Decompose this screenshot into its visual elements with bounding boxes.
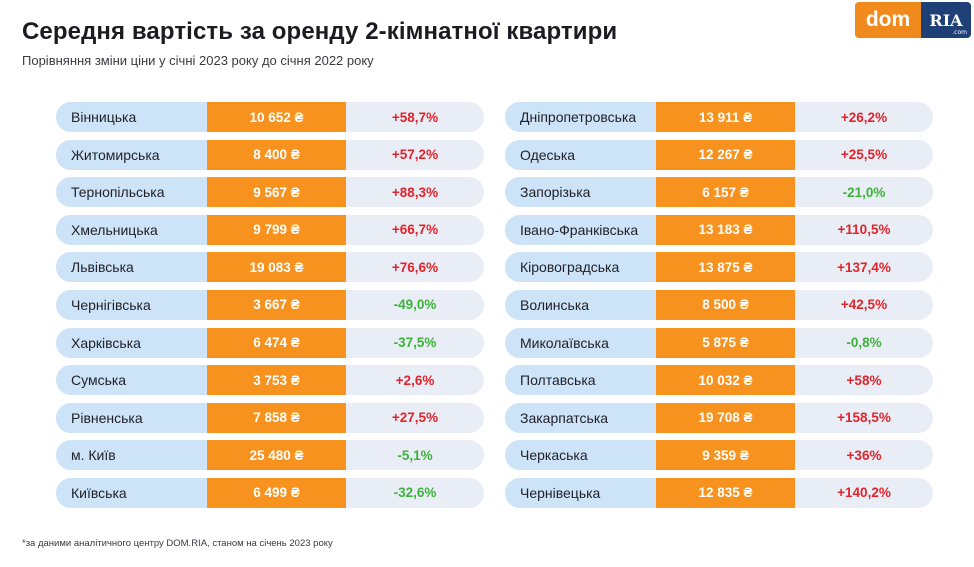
rent-price: 12 267 ₴ <box>656 139 795 170</box>
logo-ria-text: RIA .com <box>921 2 971 38</box>
region-name: Вінницька <box>56 102 207 132</box>
table-row: Дніпропетровська 13 911 ₴ +26,2% <box>505 102 933 132</box>
dom-ria-logo[interactable]: dom RIA .com <box>855 2 971 38</box>
region-name: Івано-Франківська <box>505 214 656 245</box>
rent-price: 13 183 ₴ <box>656 214 795 245</box>
price-change: +58% <box>846 372 882 388</box>
table-row: Рівненська 7 858 ₴ +27,5% <box>56 402 484 433</box>
table-row: Вінницька 10 652 ₴ +58,7% <box>56 102 484 132</box>
table-row: Сумська 3 753 ₴ +2,6% <box>56 365 484 396</box>
price-change: +76,6% <box>391 259 439 275</box>
price-change: -32,6% <box>393 485 437 501</box>
price-change: +66,7% <box>391 222 439 238</box>
price-change: -37,5% <box>393 335 437 351</box>
region-name: Київська <box>56 477 207 508</box>
page-subtitle: Порівняння зміни ціни у січні 2023 року … <box>22 53 374 68</box>
rent-price: 13 875 ₴ <box>656 252 795 283</box>
region-name: Закарпатська <box>505 402 656 433</box>
region-name: Сумська <box>56 365 207 396</box>
rent-price: 6 157 ₴ <box>656 177 795 208</box>
table-row: Хмельницька 9 799 ₴ +66,7% <box>56 214 484 245</box>
price-change: -0,8% <box>846 335 882 351</box>
table-row: Волинська 8 500 ₴ +42,5% <box>505 289 933 320</box>
region-name: Одеська <box>505 139 656 170</box>
price-change: +137,4% <box>837 259 891 275</box>
table-row: Запорізька 6 157 ₴ -21,0% <box>505 177 933 208</box>
table-row: Івано-Франківська 13 183 ₴ +110,5% <box>505 214 933 245</box>
region-name: Львівська <box>56 252 207 283</box>
table-row: Житомирська 8 400 ₴ +57,2% <box>56 139 484 170</box>
region-name: Чернівецька <box>505 477 656 508</box>
price-change: +26,2% <box>840 109 888 125</box>
region-name: Чернігівська <box>56 289 207 320</box>
rent-price: 19 708 ₴ <box>656 402 795 433</box>
region-name: Харківська <box>56 327 207 358</box>
table-row: м. Київ 25 480 ₴ -5,1% <box>56 440 484 471</box>
region-name: Черкаська <box>505 440 656 471</box>
table-row: Миколаївська 5 875 ₴ -0,8% <box>505 327 933 358</box>
table-row: Київська 6 499 ₴ -32,6% <box>56 477 484 508</box>
price-change: -49,0% <box>393 297 437 313</box>
rent-price: 25 480 ₴ <box>207 440 346 471</box>
rent-price: 6 474 ₴ <box>207 327 346 358</box>
rent-price: 8 500 ₴ <box>656 289 795 320</box>
price-change: -21,0% <box>842 184 886 200</box>
rent-price: 3 753 ₴ <box>207 365 346 396</box>
region-name: Хмельницька <box>56 214 207 245</box>
rent-price: 12 835 ₴ <box>656 477 795 508</box>
region-name: Житомирська <box>56 139 207 170</box>
price-change: -5,1% <box>397 447 433 463</box>
logo-ria-word: RIA <box>929 10 963 30</box>
rent-price: 9 359 ₴ <box>656 440 795 471</box>
rent-price: 6 499 ₴ <box>207 477 346 508</box>
price-change: +2,6% <box>395 372 435 388</box>
region-name: Миколаївська <box>505 327 656 358</box>
rent-price: 9 799 ₴ <box>207 214 346 245</box>
table-row: Чернігівська 3 667 ₴ -49,0% <box>56 289 484 320</box>
table-row: Черкаська 9 359 ₴ +36% <box>505 440 933 471</box>
price-change: +158,5% <box>837 410 891 426</box>
region-name: Дніпропетровська <box>505 102 656 132</box>
table-row: Тернопільська 9 567 ₴ +88,3% <box>56 177 484 208</box>
logo-dotcom: .com <box>952 29 967 36</box>
rent-price: 10 032 ₴ <box>656 365 795 396</box>
price-change: +58,7% <box>391 109 439 125</box>
rent-price: 5 875 ₴ <box>656 327 795 358</box>
page-title: Середня вартість за оренду 2-кімнатної к… <box>22 18 618 45</box>
logo-dom-text: dom <box>855 2 921 38</box>
table-row: Полтавська 10 032 ₴ +58% <box>505 365 933 396</box>
footnote: *за даними аналітичного центру DOM.RIA, … <box>22 538 333 549</box>
table-row: Кіровоградська 13 875 ₴ +137,4% <box>505 252 933 283</box>
rent-price: 13 911 ₴ <box>656 102 795 132</box>
table-row: Закарпатська 19 708 ₴ +158,5% <box>505 402 933 433</box>
table-row: Львівська 19 083 ₴ +76,6% <box>56 252 484 283</box>
region-name: м. Київ <box>56 440 207 471</box>
region-name: Кіровоградська <box>505 252 656 283</box>
rent-price: 3 667 ₴ <box>207 289 346 320</box>
rent-table-right-column: Дніпропетровська 13 911 ₴ +26,2% Одеська 12 … <box>505 102 933 516</box>
region-name: Запорізька <box>505 177 656 208</box>
price-change: +42,5% <box>840 297 888 313</box>
price-change: +88,3% <box>391 184 439 200</box>
price-change: +140,2% <box>837 485 891 501</box>
region-name: Волинська <box>505 289 656 320</box>
region-name: Тернопільська <box>56 177 207 208</box>
rent-price: 7 858 ₴ <box>207 402 346 433</box>
region-name: Полтавська <box>505 365 656 396</box>
rent-price: 10 652 ₴ <box>207 102 346 132</box>
table-row: Харківська 6 474 ₴ -37,5% <box>56 327 484 358</box>
region-name: Рівненська <box>56 402 207 433</box>
price-change: +57,2% <box>391 147 439 163</box>
table-row: Чернівецька 12 835 ₴ +140,2% <box>505 477 933 508</box>
rent-table-left-column: Вінницька 10 652 ₴ +58,7% Житомирська 8 400 … <box>56 102 484 516</box>
rent-price: 9 567 ₴ <box>207 177 346 208</box>
rent-price: 8 400 ₴ <box>207 139 346 170</box>
price-change: +36% <box>846 447 882 463</box>
price-change: +110,5% <box>837 222 891 238</box>
rent-price: 19 083 ₴ <box>207 252 346 283</box>
table-row: Одеська 12 267 ₴ +25,5% <box>505 139 933 170</box>
price-change: +25,5% <box>840 147 888 163</box>
price-change: +27,5% <box>391 410 439 426</box>
